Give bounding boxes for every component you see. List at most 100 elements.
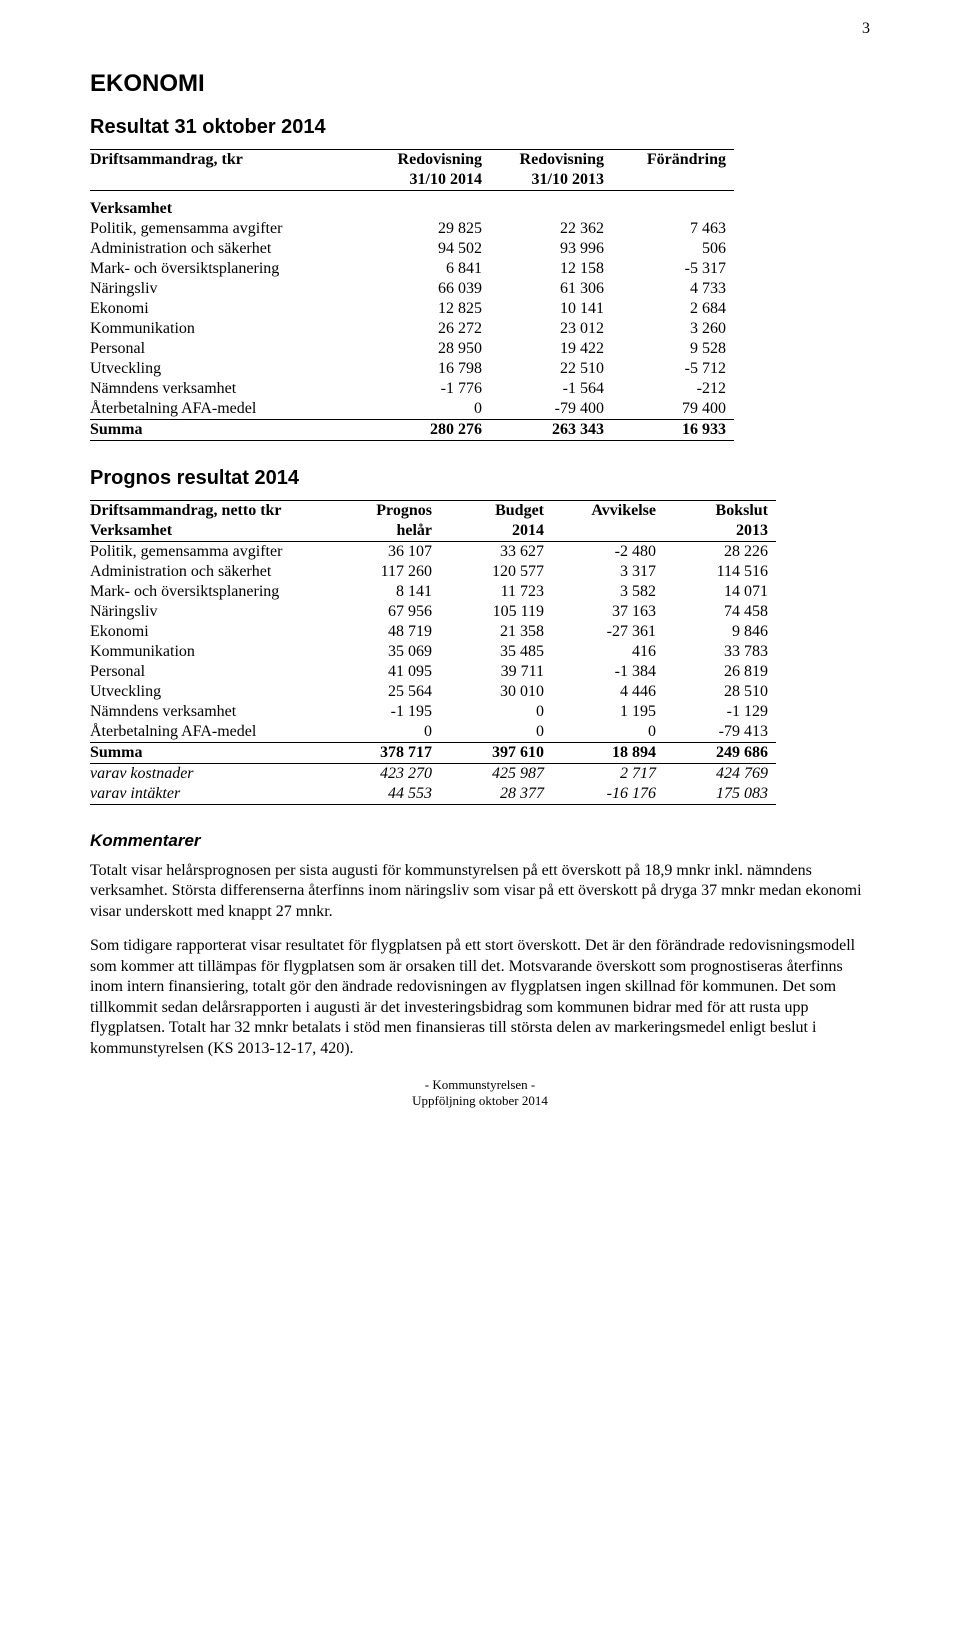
row-label: Personal xyxy=(90,662,328,682)
row-value: 23 012 xyxy=(490,319,612,339)
row-value: 26 272 xyxy=(368,319,490,339)
row-value: 2 684 xyxy=(612,299,734,319)
t1-h-c1b: 31/10 2014 xyxy=(368,170,490,191)
row-value: 41 095 xyxy=(328,662,440,682)
row-value: 424 769 xyxy=(664,764,776,785)
table-row: Nämndens verksamhet-1 19501 195-1 129 xyxy=(90,702,776,722)
table-row: Politik, gemensamma avgifter29 82522 362… xyxy=(90,219,734,239)
row-value: 33 627 xyxy=(440,542,552,563)
table-row: Personal28 95019 4229 528 xyxy=(90,339,734,359)
row-value: 26 819 xyxy=(664,662,776,682)
row-value: -1 776 xyxy=(368,379,490,399)
row-value: 0 xyxy=(440,702,552,722)
title-prognos: Prognos resultat 2014 xyxy=(90,467,870,490)
row-value: 25 564 xyxy=(328,682,440,702)
t2-h-c3a: Avvikelse xyxy=(552,501,664,522)
t2-h-c1a: Prognos xyxy=(328,501,440,522)
t2-h-c4a: Bokslut xyxy=(664,501,776,522)
row-value: 1 195 xyxy=(552,702,664,722)
row-value: -1 564 xyxy=(490,379,612,399)
row-value: 93 996 xyxy=(490,239,612,259)
row-value: 28 950 xyxy=(368,339,490,359)
row-label: Ekonomi xyxy=(90,299,368,319)
table-row: Ekonomi48 71921 358-27 3619 846 xyxy=(90,622,776,642)
row-label: Administration och säkerhet xyxy=(90,239,368,259)
row-value: 30 010 xyxy=(440,682,552,702)
t2-sum-3: 249 686 xyxy=(664,743,776,764)
table-row: varav intäkter44 55328 377-16 176175 083 xyxy=(90,784,776,805)
row-value: 33 783 xyxy=(664,642,776,662)
row-label: Ekonomi xyxy=(90,622,328,642)
table-row: Politik, gemensamma avgifter36 10733 627… xyxy=(90,542,776,563)
row-value: 506 xyxy=(612,239,734,259)
t2-h-c0b: Verksamhet xyxy=(90,521,328,542)
row-value: 37 163 xyxy=(552,602,664,622)
row-value: 416 xyxy=(552,642,664,662)
row-value: 19 422 xyxy=(490,339,612,359)
row-label: Återbetalning AFA-medel xyxy=(90,722,328,743)
footer-line2: Uppföljning oktober 2014 xyxy=(0,1093,960,1109)
row-value: 425 987 xyxy=(440,764,552,785)
row-value: 8 141 xyxy=(328,582,440,602)
row-value: 3 582 xyxy=(552,582,664,602)
row-label: Näringsliv xyxy=(90,602,328,622)
row-value: 22 362 xyxy=(490,219,612,239)
row-value: 22 510 xyxy=(490,359,612,379)
row-value: -79 400 xyxy=(490,399,612,420)
row-value: 67 956 xyxy=(328,602,440,622)
row-value: 28 377 xyxy=(440,784,552,805)
row-value: 0 xyxy=(552,722,664,743)
title-resultat: Resultat 31 oktober 2014 xyxy=(90,116,870,139)
table-row: Mark- och översiktsplanering6 84112 158-… xyxy=(90,259,734,279)
row-value: 16 798 xyxy=(368,359,490,379)
t2-h-c1b: helår xyxy=(328,521,440,542)
table-row: Kommunikation35 06935 48541633 783 xyxy=(90,642,776,662)
para-2: Som tidigare rapporterat visar resultate… xyxy=(90,936,870,1059)
row-value: 0 xyxy=(368,399,490,420)
row-label: Nämndens verksamhet xyxy=(90,379,368,399)
t2-sum-0: 378 717 xyxy=(328,743,440,764)
row-value: 14 071 xyxy=(664,582,776,602)
row-value: 94 502 xyxy=(368,239,490,259)
t2-h-c2a: Budget xyxy=(440,501,552,522)
table-row: varav kostnader423 270425 9872 717424 76… xyxy=(90,764,776,785)
row-value: 423 270 xyxy=(328,764,440,785)
row-value: 4 446 xyxy=(552,682,664,702)
table-row: Personal41 09539 711-1 38426 819 xyxy=(90,662,776,682)
row-value: 9 528 xyxy=(612,339,734,359)
row-label: Kommunikation xyxy=(90,642,328,662)
t1-h-c2a: Redovisning xyxy=(490,150,612,171)
row-value: -1 129 xyxy=(664,702,776,722)
t2-sum-1: 397 610 xyxy=(440,743,552,764)
t1-sum-0: 280 276 xyxy=(368,420,490,441)
row-value: 0 xyxy=(328,722,440,743)
row-label: Utveckling xyxy=(90,359,368,379)
footer-line1: - Kommunstyrelsen - xyxy=(0,1077,960,1093)
row-value: 117 260 xyxy=(328,562,440,582)
table-prognos: Driftsammandrag, netto tkr Prognos Budge… xyxy=(90,500,776,805)
row-value: 39 711 xyxy=(440,662,552,682)
row-label: Nämndens verksamhet xyxy=(90,702,328,722)
t1-h-c2b: 31/10 2013 xyxy=(490,170,612,191)
row-label: varav kostnader xyxy=(90,764,328,785)
row-value: 0 xyxy=(440,722,552,743)
row-value: -1 384 xyxy=(552,662,664,682)
row-value: -5 317 xyxy=(612,259,734,279)
table-row: Ekonomi12 82510 1412 684 xyxy=(90,299,734,319)
footer: - Kommunstyrelsen - Uppföljning oktober … xyxy=(0,1077,960,1110)
row-value: -27 361 xyxy=(552,622,664,642)
t2-h-c0a: Driftsammandrag, netto tkr xyxy=(90,501,328,522)
row-value: 120 577 xyxy=(440,562,552,582)
row-value: -79 413 xyxy=(664,722,776,743)
t2-h-c2b: 2014 xyxy=(440,521,552,542)
row-value: 12 825 xyxy=(368,299,490,319)
row-value: -212 xyxy=(612,379,734,399)
row-value: 105 119 xyxy=(440,602,552,622)
row-value: 175 083 xyxy=(664,784,776,805)
row-value: 66 039 xyxy=(368,279,490,299)
title-ekonomi: EKONOMI xyxy=(90,70,870,98)
table-row: Nämndens verksamhet-1 776-1 564-212 xyxy=(90,379,734,399)
row-value: -2 480 xyxy=(552,542,664,563)
row-value: -16 176 xyxy=(552,784,664,805)
row-value: 44 553 xyxy=(328,784,440,805)
